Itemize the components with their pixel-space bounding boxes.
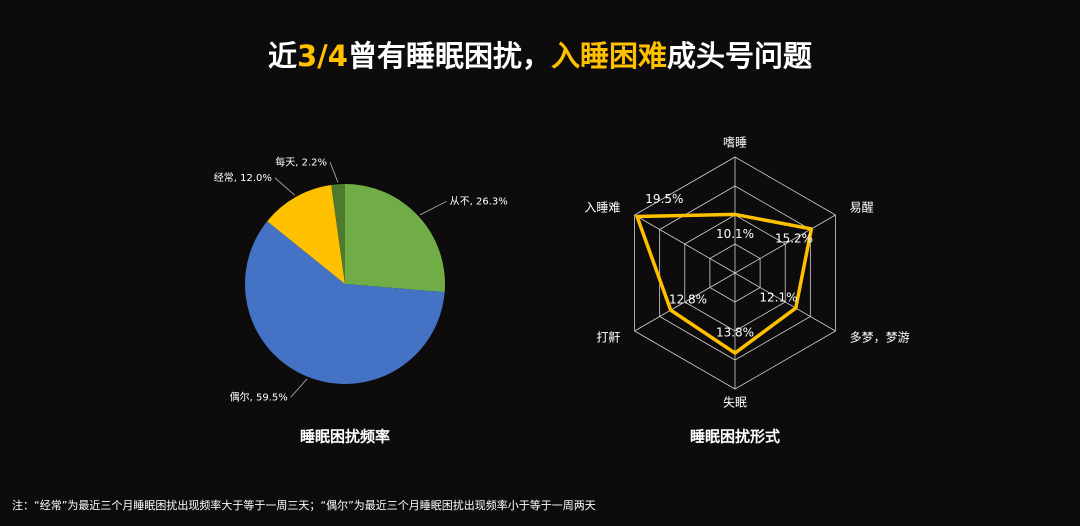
- axis-label: 嗜睡: [723, 136, 747, 150]
- label-separator: ,: [470, 196, 476, 207]
- pie-title: 睡眠困扰频率: [300, 428, 390, 446]
- category-label: 经常: [214, 171, 234, 184]
- data-label: 偶尔, 59.5%: [230, 390, 288, 403]
- value-label: 12.0%: [240, 173, 272, 184]
- value-label: 15.2%: [775, 231, 813, 245]
- value-label: 19.5%: [645, 192, 683, 206]
- spoke: [734, 272, 836, 332]
- value-label: 13.8%: [716, 326, 754, 340]
- value-label: 10.1%: [716, 227, 754, 241]
- label-separator: ,: [295, 157, 301, 168]
- pie-slice: [345, 184, 445, 293]
- axis-label: 打鼾: [596, 330, 620, 345]
- title-part: 近: [268, 39, 297, 73]
- radar-title: 睡眠困扰形式: [690, 428, 780, 446]
- spoke: [634, 272, 736, 332]
- value-label: 12.8%: [669, 293, 707, 307]
- leader-line: [290, 378, 308, 398]
- axis-label: 易醒: [850, 201, 874, 215]
- pie-slice: [331, 184, 345, 284]
- value-label: 12.1%: [759, 291, 797, 305]
- label-separator: ,: [250, 392, 256, 403]
- spoke: [734, 214, 836, 274]
- leader-line: [419, 200, 447, 216]
- spoke: [634, 214, 736, 274]
- footnote: 注：“经常”为最近三个月睡眠困扰出现频率大于等于一周三天；“偶尔”为最近三个月睡…: [12, 498, 596, 512]
- title-part: 曾有睡眠困扰，: [348, 39, 551, 73]
- data-label: 每天, 2.2%: [275, 155, 327, 168]
- radar-line: [635, 212, 814, 355]
- category-label: 从不: [450, 196, 470, 207]
- data-label: 从不, 26.3%: [450, 196, 508, 207]
- title-part: 成头号问题: [667, 39, 812, 73]
- axis-label: 多梦，梦游: [850, 331, 910, 345]
- value-label: 26.3%: [476, 196, 508, 207]
- axis-label: 入睡难: [584, 201, 620, 215]
- pie-slice: [267, 184, 345, 284]
- label-separator: ,: [234, 173, 240, 184]
- title-part: 3/4: [297, 39, 348, 73]
- leader-line: [329, 162, 339, 183]
- slide-title: 近3/4曾有睡眠困扰，入睡困难成头号问题: [268, 39, 812, 73]
- category-label: 每天: [275, 155, 295, 168]
- value-label: 59.5%: [256, 392, 288, 403]
- value-label: 2.2%: [302, 157, 327, 168]
- title-part: 入睡困难: [551, 39, 667, 73]
- leader-line: [274, 177, 296, 196]
- data-label: 经常, 12.0%: [214, 171, 272, 184]
- pie-slice: [244, 221, 445, 384]
- category-label: 偶尔: [230, 390, 250, 403]
- axis-label: 失眠: [723, 395, 747, 410]
